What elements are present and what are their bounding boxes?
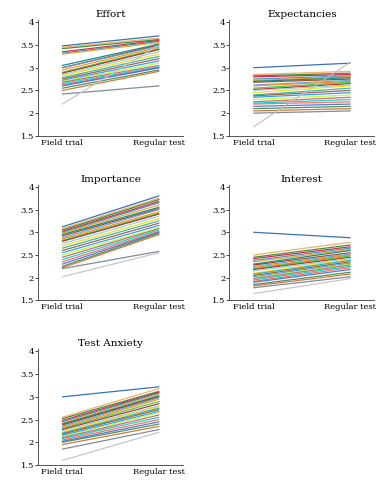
Title: Expectancies: Expectancies	[267, 10, 337, 19]
Title: Importance: Importance	[80, 175, 141, 184]
Title: Interest: Interest	[281, 175, 323, 184]
Title: Test Anxiety: Test Anxiety	[78, 340, 143, 348]
Title: Effort: Effort	[96, 10, 126, 19]
